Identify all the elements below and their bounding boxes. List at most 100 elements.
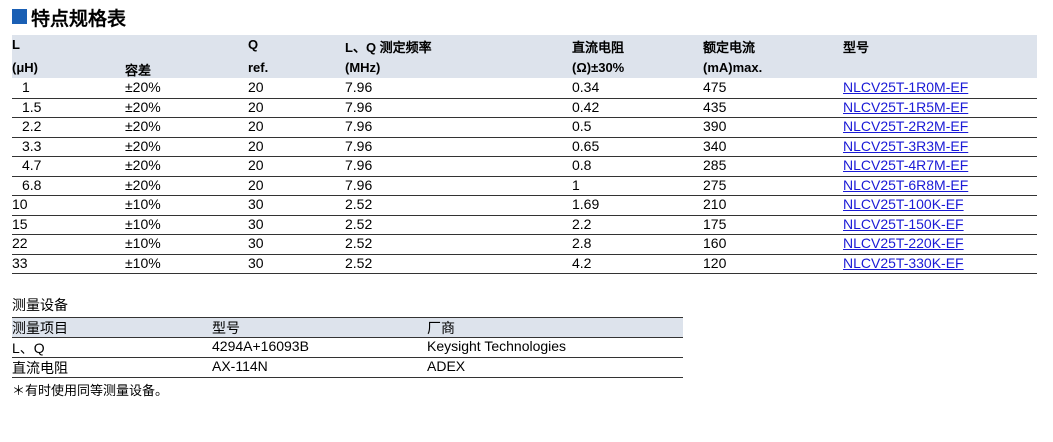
table-cell: 2.2	[22, 118, 42, 134]
table-cell: 直流电阻	[12, 360, 68, 376]
part-number-link[interactable]: NLCV25T-150K-EF	[843, 215, 964, 232]
table-cell: ±10%	[125, 215, 161, 232]
table-cell: 6.8	[22, 176, 42, 193]
table-cell: 2.52	[345, 235, 373, 251]
part-number-link[interactable]: NLCV25T-2R2M-EF	[843, 118, 969, 134]
table-cell: 10	[12, 196, 28, 212]
row-rule	[12, 234, 1037, 235]
header-cell: (Ω)±30%	[572, 60, 625, 75]
header-background	[12, 35, 1037, 78]
table-cell: 4294A+16093B	[212, 338, 309, 354]
table-cell: 2.52	[345, 254, 373, 271]
part-number-link[interactable]: NLCV25T-220K-EF	[843, 235, 964, 251]
row-rule	[12, 195, 1037, 196]
table-cell: L、Q	[12, 340, 45, 356]
header-cell: L、Q 测定频率	[345, 40, 432, 55]
table-cell: 285	[703, 157, 727, 173]
title-icon	[12, 9, 27, 24]
header-cell: (mA)max.	[703, 60, 763, 75]
header-cell: (μH)	[12, 60, 38, 75]
header-cell: L	[12, 37, 20, 52]
header-background	[12, 317, 683, 337]
part-number-link[interactable]: NLCV25T-1R0M-EF	[843, 79, 969, 95]
header-cell: 容差	[125, 63, 152, 78]
table-cell: 20	[248, 176, 264, 193]
table-cell: 2.52	[345, 215, 373, 232]
table-cell: 2.2	[572, 215, 592, 232]
page-title: 特点规格表	[31, 9, 127, 30]
row-rule	[12, 214, 1037, 216]
part-number-link[interactable]: NLCV25T-6R8M-EF	[843, 176, 969, 193]
header-cell: 型号	[212, 320, 240, 336]
header-cell: 厂商	[427, 320, 455, 336]
table-cell: 7.96	[345, 137, 373, 154]
row-rule	[12, 317, 683, 318]
table-cell: 0.5	[572, 118, 592, 134]
table-cell: 390	[703, 118, 727, 134]
row-rule	[12, 253, 1037, 255]
table-cell: 1	[572, 176, 580, 193]
table-cell: 20	[248, 137, 264, 154]
table-cell: 22	[12, 235, 28, 251]
table-cell: 1.69	[572, 196, 600, 212]
table-cell: 7.96	[345, 79, 373, 95]
part-number-link[interactable]: NLCV25T-100K-EF	[843, 196, 964, 212]
table-cell: 340	[703, 137, 727, 154]
table-cell: ±20%	[125, 137, 161, 154]
row-rule	[12, 136, 1037, 138]
row-rule	[12, 156, 1037, 157]
section-title: 测量设备	[12, 297, 68, 313]
table-cell: 15	[12, 215, 28, 232]
table-cell: 7.96	[345, 176, 373, 193]
table-cell: 7.96	[345, 157, 373, 173]
table-cell: ±20%	[125, 176, 161, 193]
part-number-link[interactable]: NLCV25T-4R7M-EF	[843, 157, 969, 173]
table-cell: 4.7	[22, 157, 42, 173]
part-number-link[interactable]: NLCV25T-3R3M-EF	[843, 137, 969, 154]
table-cell: ±20%	[125, 98, 161, 115]
header-cell: 测量项目	[12, 320, 68, 336]
table-cell: ±10%	[125, 196, 161, 212]
table-cell: 0.8	[572, 157, 592, 173]
header-cell: ref.	[248, 60, 269, 75]
header-cell: 额定电流	[703, 40, 756, 55]
table-cell: 2.8	[572, 235, 592, 251]
table-cell: 20	[248, 98, 264, 115]
part-number-link[interactable]: NLCV25T-330K-EF	[843, 254, 964, 271]
table-cell: 475	[703, 79, 727, 95]
table-cell: 7.96	[345, 118, 373, 134]
table-cell: 275	[703, 176, 727, 193]
table-cell: 175	[703, 215, 727, 232]
table-cell: 7.96	[345, 98, 373, 115]
table-cell: 33	[12, 254, 28, 271]
table-cell: ±10%	[125, 235, 161, 251]
table-cell: ±20%	[125, 118, 161, 134]
table-cell: ±20%	[125, 79, 161, 95]
table-cell: 1	[22, 79, 30, 95]
table-cell: 435	[703, 98, 727, 115]
header-cell: 型号	[843, 40, 870, 55]
part-number-link[interactable]: NLCV25T-1R5M-EF	[843, 98, 969, 115]
table-cell: 30	[248, 235, 264, 251]
footnote: ＊有时使用同等测量设备。	[12, 383, 169, 398]
table-cell: 30	[248, 254, 264, 271]
table-cell: Keysight Technologies	[427, 338, 567, 354]
table-cell: 120	[703, 254, 727, 271]
table-cell: 0.42	[572, 98, 600, 115]
table-cell: 20	[248, 79, 264, 95]
table-cell: 20	[248, 118, 264, 134]
table-cell: 1.5	[22, 98, 42, 115]
table-cell: 160	[703, 235, 727, 251]
table-cell: 30	[248, 215, 264, 232]
table-cell: ±10%	[125, 254, 161, 271]
table-cell: 0.65	[572, 137, 600, 154]
table-cell: 0.34	[572, 79, 600, 95]
row-rule	[12, 377, 683, 378]
table-cell: ±20%	[125, 157, 161, 173]
table-cell: 3.3	[22, 137, 42, 154]
table-cell: 2.52	[345, 196, 373, 212]
table-cell: 20	[248, 157, 264, 173]
header-cell: (MHz)	[345, 60, 381, 75]
table-cell: 210	[703, 196, 727, 212]
